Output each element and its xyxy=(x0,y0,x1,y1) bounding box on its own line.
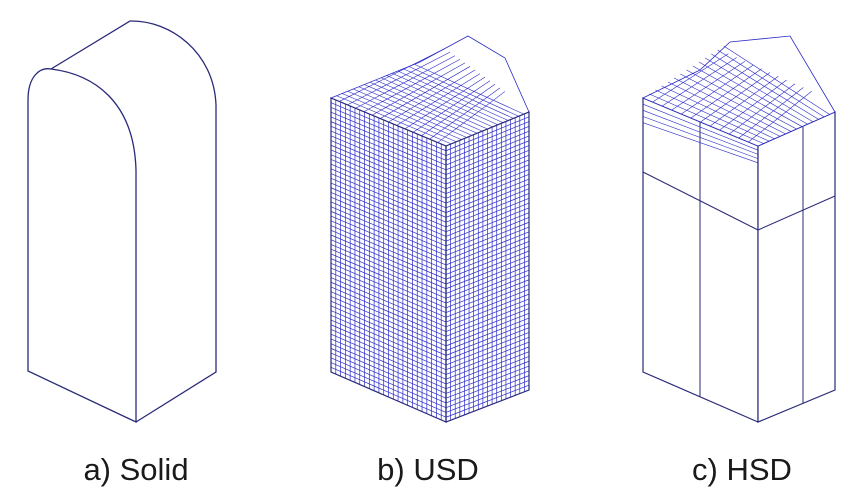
hsd-model xyxy=(643,36,835,422)
solid-front-face xyxy=(28,69,136,422)
usd-model xyxy=(331,36,529,422)
solid-model xyxy=(28,21,216,422)
hsd-side-face xyxy=(758,112,835,422)
solid-right-face xyxy=(136,105,216,422)
caption-hsd: c) HSD xyxy=(692,452,792,488)
caption-usd: b) USD xyxy=(377,452,479,488)
solid-top-back-edge xyxy=(51,21,216,105)
caption-solid: a) Solid xyxy=(83,452,188,488)
